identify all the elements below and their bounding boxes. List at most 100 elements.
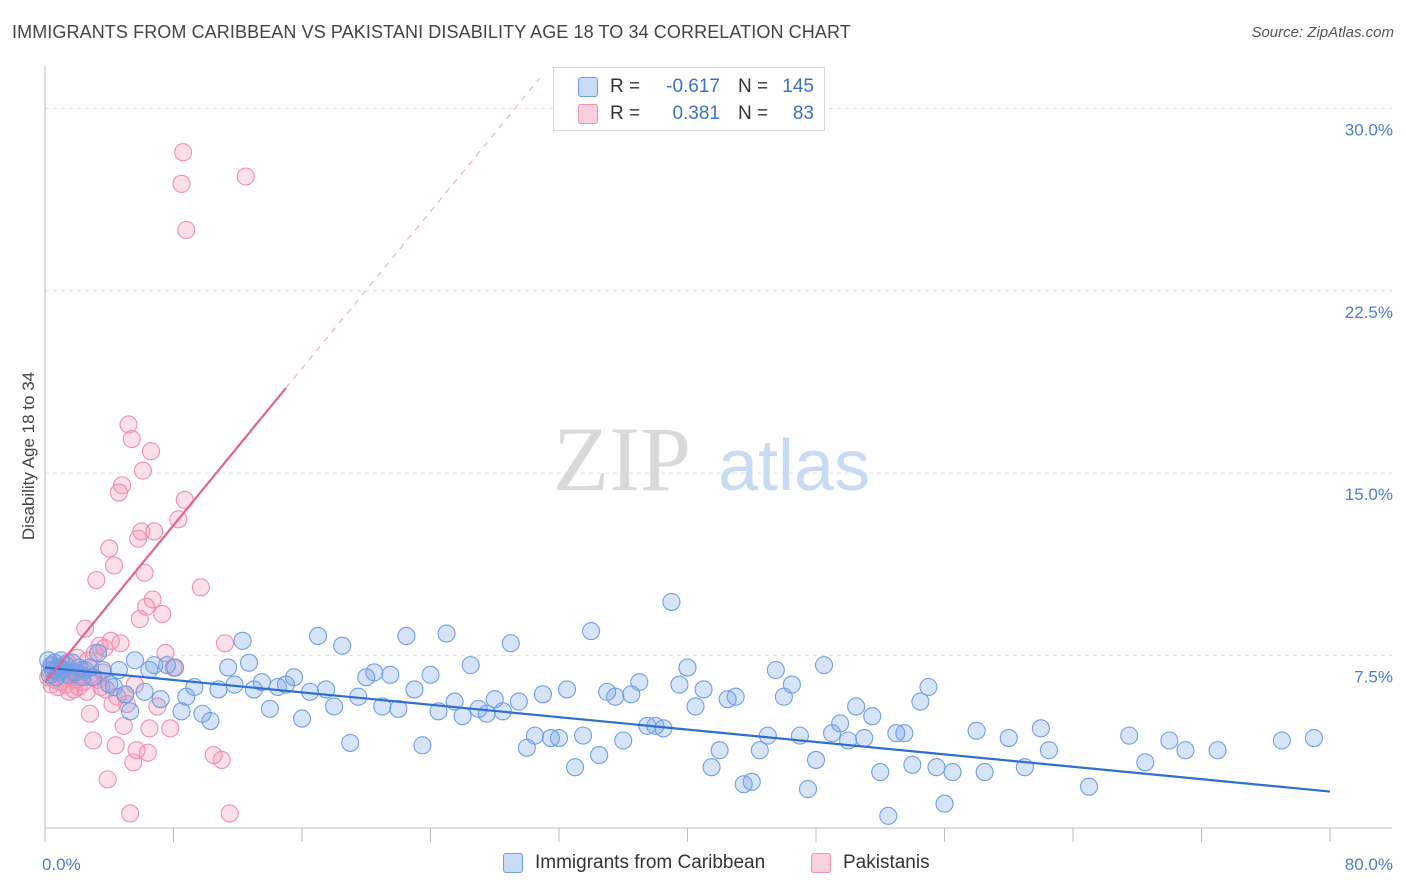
- caribbean-point: [895, 724, 914, 743]
- pakistani-point: [141, 442, 161, 461]
- caribbean-point: [806, 750, 826, 769]
- pakistani-point: [161, 719, 180, 738]
- caribbean-point: [999, 729, 1018, 748]
- caribbean-point: [151, 690, 170, 709]
- y-tick-label: 22.5%: [1345, 303, 1393, 322]
- pakistani-point: [215, 634, 234, 653]
- pakistani-point: [84, 731, 103, 750]
- pakistani-point: [212, 750, 231, 769]
- watermark-atlas: atlas: [718, 426, 870, 506]
- caribbean-point: [325, 697, 344, 716]
- caribbean-point: [501, 634, 520, 653]
- caribbean-point: [750, 741, 769, 760]
- caribbean-point: [1039, 741, 1058, 760]
- caribbean-point: [879, 806, 898, 825]
- caribbean-point: [365, 663, 384, 682]
- caribbean-point: [1031, 719, 1050, 738]
- caribbean-point: [453, 707, 472, 726]
- caribbean-point: [831, 714, 850, 733]
- caribbean-swatch: [578, 77, 598, 97]
- pakistani-point: [111, 634, 130, 653]
- pakistani-point: [100, 539, 119, 558]
- caribbean-point: [798, 780, 818, 799]
- pakistani-point: [177, 220, 196, 240]
- pakistani-point: [76, 619, 95, 638]
- caribbean-point: [260, 699, 279, 718]
- pakistani-point: [220, 804, 239, 823]
- y-axis-label: Disability Age 18 to 34: [19, 372, 38, 540]
- caribbean-point: [614, 731, 633, 750]
- pakistani-swatch: [811, 853, 831, 873]
- caribbean-point: [678, 658, 697, 677]
- source-label: Source: ZipAtlas.com: [1251, 24, 1394, 41]
- series-legend: Immigrants from Caribbean Pakistanis: [0, 852, 1406, 878]
- y-tick-label: 30.0%: [1345, 120, 1393, 139]
- watermark: ZIP atlas: [553, 408, 870, 510]
- caribbean-point: [405, 680, 424, 699]
- caribbean-point: [1136, 753, 1155, 772]
- pakistani-point: [172, 174, 191, 193]
- x-tick-label: 0.0%: [42, 855, 81, 874]
- x-tick-label: 80.0%: [1345, 855, 1393, 874]
- n-label: N =: [738, 76, 769, 97]
- caribbean-point: [742, 772, 761, 791]
- caribbean-point: [871, 763, 890, 782]
- caribbean-point: [702, 758, 721, 777]
- caribbean-point: [1176, 741, 1195, 760]
- caribbean-point: [863, 707, 882, 726]
- correlation-legend: R = -0.617 N = 145 R = 0.381 N = 83: [553, 67, 825, 131]
- caribbean-point: [967, 721, 986, 740]
- n-value: 83: [792, 103, 814, 124]
- caribbean-point: [847, 697, 866, 716]
- caribbean-point: [284, 668, 304, 687]
- caribbean-point: [1304, 729, 1323, 748]
- caribbean-point: [766, 660, 785, 680]
- pakistani-point: [132, 522, 151, 541]
- caribbean-point: [100, 675, 119, 694]
- pakistani-point: [137, 597, 156, 616]
- pakistani-point: [122, 430, 141, 449]
- caribbean-point: [606, 687, 625, 706]
- n-value: 145: [782, 76, 814, 97]
- pakistani-point: [138, 743, 157, 762]
- pakistani-point: [145, 522, 164, 541]
- caribbean-point: [630, 673, 649, 692]
- caribbean-point: [1080, 777, 1099, 796]
- caribbean-point: [145, 656, 164, 675]
- caribbean-point: [574, 726, 593, 745]
- pakistani-point: [153, 605, 172, 624]
- n-label: N =: [738, 103, 769, 124]
- caribbean-swatch: [503, 853, 523, 873]
- caribbean-point: [919, 677, 938, 697]
- caribbean-point: [557, 680, 577, 699]
- caribbean-point: [397, 626, 416, 646]
- caribbean-point: [413, 736, 432, 755]
- caribbean-point: [710, 741, 729, 760]
- chart-title: IMMIGRANTS FROM CARIBBEAN VS PAKISTANI D…: [12, 22, 851, 42]
- caribbean-point: [670, 675, 689, 694]
- caribbean-point: [135, 682, 154, 701]
- legend-label: Immigrants from Caribbean: [535, 852, 766, 873]
- pakistani-point: [119, 415, 138, 434]
- grid-lines: [45, 107, 1392, 656]
- pakistani-trend-extension: [285, 77, 541, 389]
- caribbean-point: [662, 592, 681, 611]
- pakistani-point: [113, 476, 132, 495]
- caribbean-point: [814, 656, 834, 675]
- caribbean-point: [533, 685, 552, 704]
- caribbean-point: [1160, 731, 1179, 750]
- pakistani-point: [236, 167, 255, 186]
- caribbean-point: [373, 697, 392, 716]
- caribbean-point: [292, 709, 312, 728]
- pakistani-point: [105, 556, 124, 575]
- caribbean-point: [239, 653, 259, 672]
- caribbean-point: [166, 658, 185, 677]
- caribbean-point: [172, 702, 191, 721]
- pakistani-point: [121, 804, 140, 823]
- legend-item-pakistani: Pakistanis: [811, 852, 930, 874]
- watermark-zip: ZIP: [553, 408, 691, 510]
- caribbean-point: [525, 726, 544, 745]
- caribbean-point: [309, 626, 328, 646]
- caribbean-point: [855, 729, 874, 748]
- caribbean-point: [429, 702, 448, 721]
